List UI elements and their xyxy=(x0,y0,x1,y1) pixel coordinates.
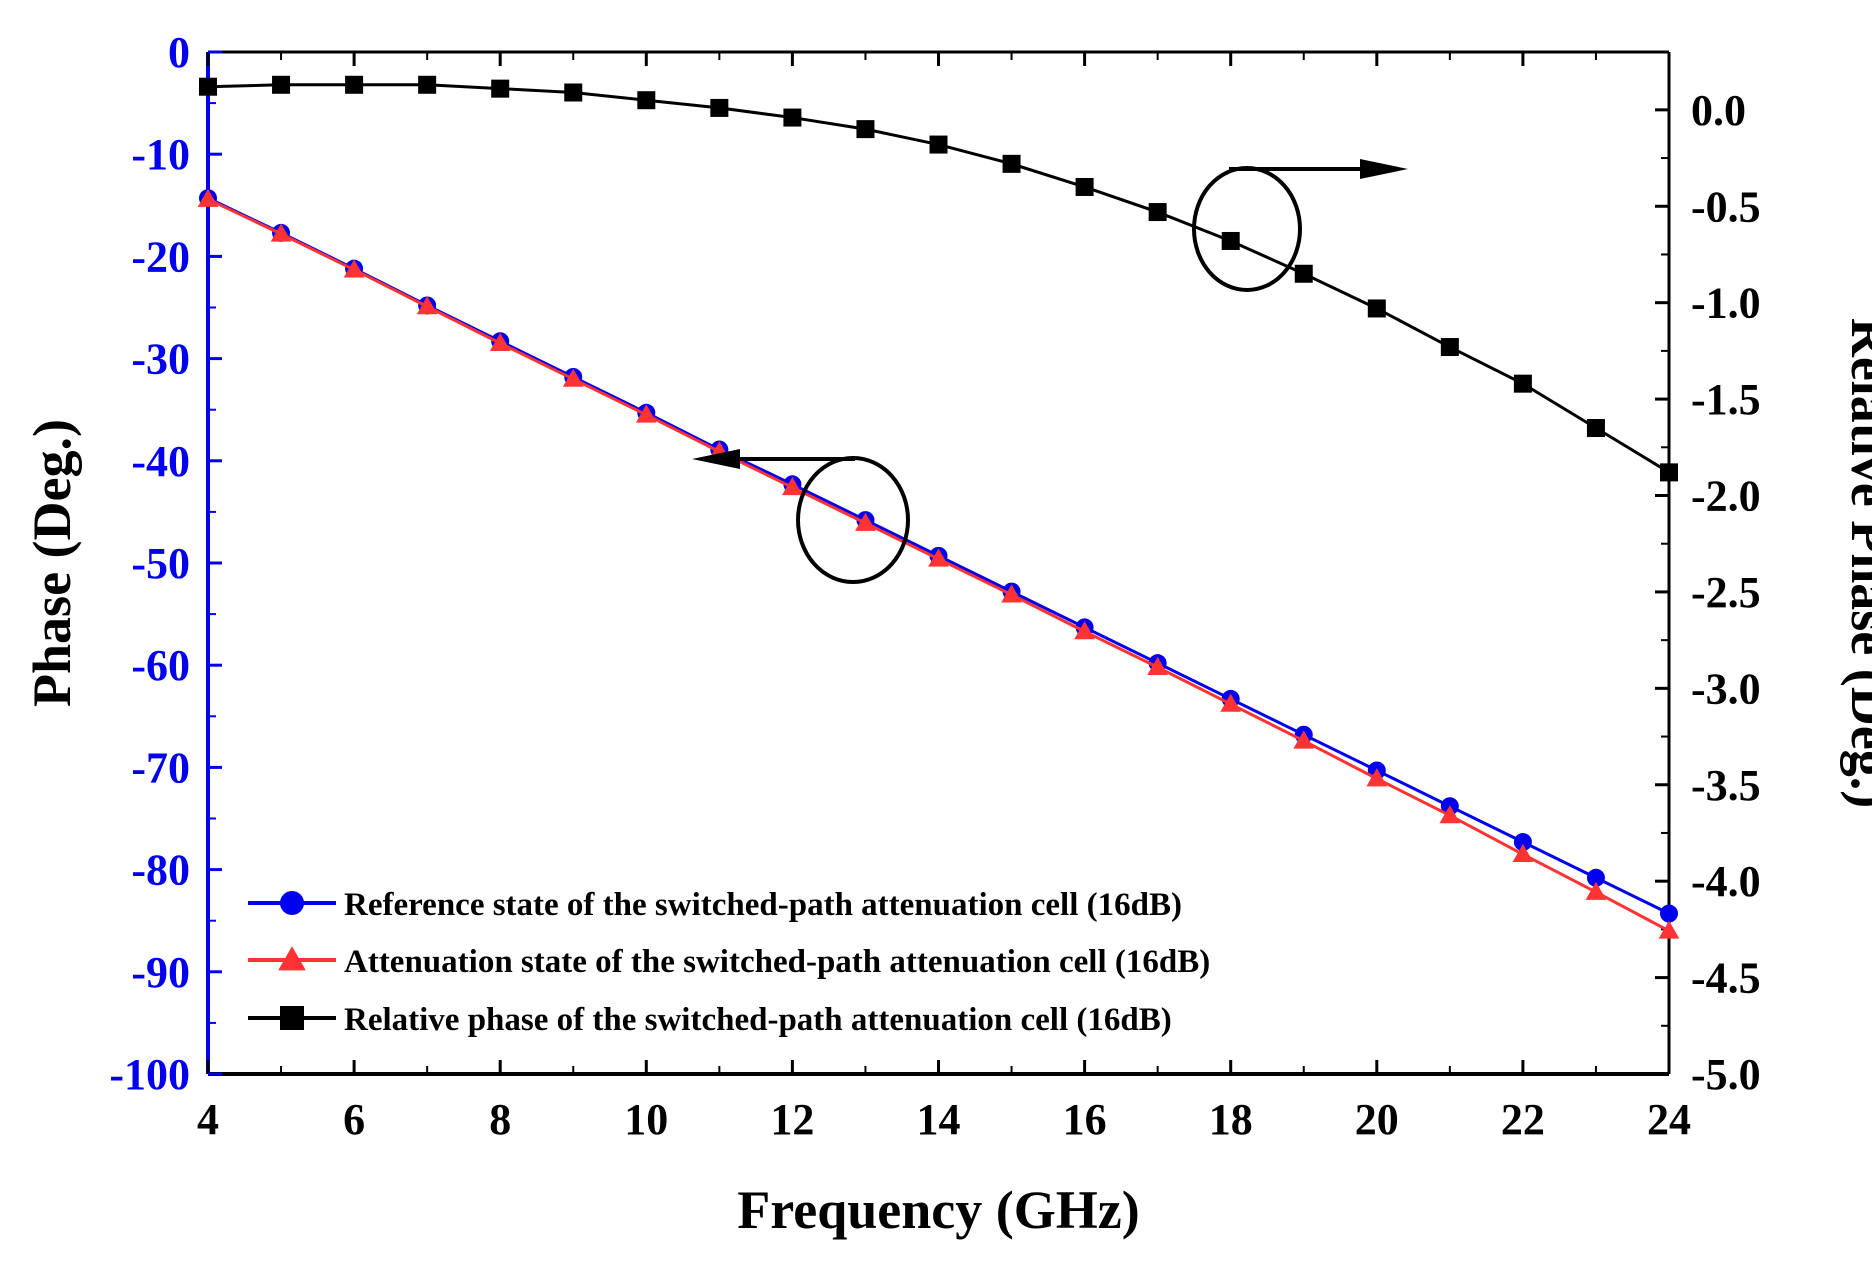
x-tick-label: 20 xyxy=(1355,1095,1399,1144)
y-right-tick-label: -3.5 xyxy=(1691,761,1761,810)
x-tick-label: 6 xyxy=(343,1095,365,1144)
series-3-point xyxy=(856,120,875,139)
series-2-point xyxy=(1439,805,1461,824)
y-right-tick-label: -1.5 xyxy=(1691,375,1761,424)
series-2-point xyxy=(635,404,657,423)
right-axis-indicator-circle xyxy=(1192,166,1302,292)
annotations xyxy=(692,159,1408,584)
series-2-point xyxy=(197,188,219,207)
series-1-point xyxy=(1586,868,1605,887)
x-tick-label: 16 xyxy=(1063,1095,1107,1144)
left-arrow-icon xyxy=(692,449,740,469)
y-left-tick-label: -40 xyxy=(131,437,190,486)
y-left-axis-title: Phase (Deg.) xyxy=(22,419,82,707)
legend-label-2: Attenuation state of the switched-path a… xyxy=(344,944,1210,980)
legend-label-3: Relative phase of the switched-path atte… xyxy=(344,1002,1172,1038)
series-3-point xyxy=(1075,177,1094,196)
y-left-tick-label: -100 xyxy=(109,1050,190,1099)
series-2-point xyxy=(1585,881,1607,900)
series-2-point xyxy=(1147,656,1168,676)
x-tick-label: 12 xyxy=(770,1095,814,1144)
y-left-tick-label: -60 xyxy=(131,641,190,690)
legend-label-1: Reference state of the switched-path att… xyxy=(344,887,1182,923)
series-2-point xyxy=(343,259,365,278)
x-tick-label: 18 xyxy=(1209,1095,1253,1144)
series-3-point xyxy=(345,75,364,94)
series-2-point xyxy=(1293,730,1315,749)
y-right-tick-label: -3.0 xyxy=(1691,664,1761,713)
x-tick-label: 8 xyxy=(489,1095,511,1144)
series-3-point xyxy=(272,75,291,94)
series-1-point xyxy=(1660,904,1678,923)
series-3-point xyxy=(199,77,217,96)
left-axis-indicator-circle xyxy=(796,456,910,584)
x-tick-label: 24 xyxy=(1647,1095,1691,1144)
y-right-tick-label: -1.0 xyxy=(1691,279,1761,328)
y-right-axis-title: Relative Phase (Deg.) xyxy=(1840,318,1872,808)
legend-marker-3 xyxy=(280,1006,304,1030)
y-left-tick-label: -90 xyxy=(131,948,190,997)
series-2-point xyxy=(928,548,949,567)
y-left-tick-label: -30 xyxy=(131,335,190,384)
series-2-point xyxy=(562,368,584,387)
y-right-tick-label: -4.5 xyxy=(1691,954,1761,1003)
y-right-tick-label: -0.5 xyxy=(1691,182,1761,231)
y-right-tick-label: -5.0 xyxy=(1691,1050,1761,1099)
series-3-point xyxy=(710,98,729,117)
series-3-point xyxy=(418,75,437,94)
y-right-tick-label: 0.0 xyxy=(1691,86,1746,135)
y-right-tick-label: -4.0 xyxy=(1691,857,1761,906)
y-right-tick-label: -2.5 xyxy=(1691,568,1761,617)
y-left-tick-label: 0 xyxy=(168,28,190,77)
series-3-point xyxy=(491,79,510,98)
y-right-tick-label: -2.0 xyxy=(1691,472,1761,521)
y-left-tick-label: -10 xyxy=(131,130,190,179)
series-2-point xyxy=(1512,843,1534,863)
series-2-point xyxy=(1366,768,1388,787)
legend-marker-2 xyxy=(278,946,306,971)
series-3-point xyxy=(637,91,656,110)
series-3-point xyxy=(929,135,948,154)
x-axis-title: Frequency (GHz) xyxy=(737,1180,1139,1240)
right-arrow-icon xyxy=(1360,159,1408,179)
series-3-point xyxy=(1586,419,1605,438)
series-3-point xyxy=(783,108,802,127)
series-3-point xyxy=(1002,154,1021,173)
series-2-point xyxy=(1658,920,1680,939)
y-left-tick-label: -20 xyxy=(131,232,190,281)
x-tick-label: 10 xyxy=(624,1095,668,1144)
series-2-point xyxy=(416,296,438,315)
y-left-tick-label: -70 xyxy=(131,743,190,792)
legend: Reference state of the switched-path att… xyxy=(248,887,1210,1038)
legend-marker-1 xyxy=(280,891,304,915)
series-3-point xyxy=(1513,374,1532,393)
x-tick-label: 4 xyxy=(197,1095,219,1144)
series-3-point xyxy=(1367,299,1386,318)
y-left-tick-label: -80 xyxy=(131,846,190,895)
series-2-point xyxy=(782,477,803,496)
series-2-point xyxy=(1074,621,1095,640)
x-tick-label: 22 xyxy=(1501,1095,1545,1144)
series-3-point xyxy=(1221,231,1240,250)
series-2-point xyxy=(855,512,876,531)
series-2-point xyxy=(1220,693,1242,712)
series-2-point xyxy=(1001,584,1022,603)
y-left-tick-label: -50 xyxy=(131,539,190,588)
series-3-point xyxy=(564,83,583,102)
x-tick-label: 14 xyxy=(917,1095,961,1144)
series-3-point xyxy=(1440,338,1459,357)
series-2-point xyxy=(489,332,511,352)
series-1-point xyxy=(1513,833,1532,852)
series-2-point xyxy=(270,223,292,242)
series-3-point xyxy=(1148,203,1167,222)
series-3-point xyxy=(1660,463,1678,482)
series-3-point xyxy=(1294,264,1313,283)
